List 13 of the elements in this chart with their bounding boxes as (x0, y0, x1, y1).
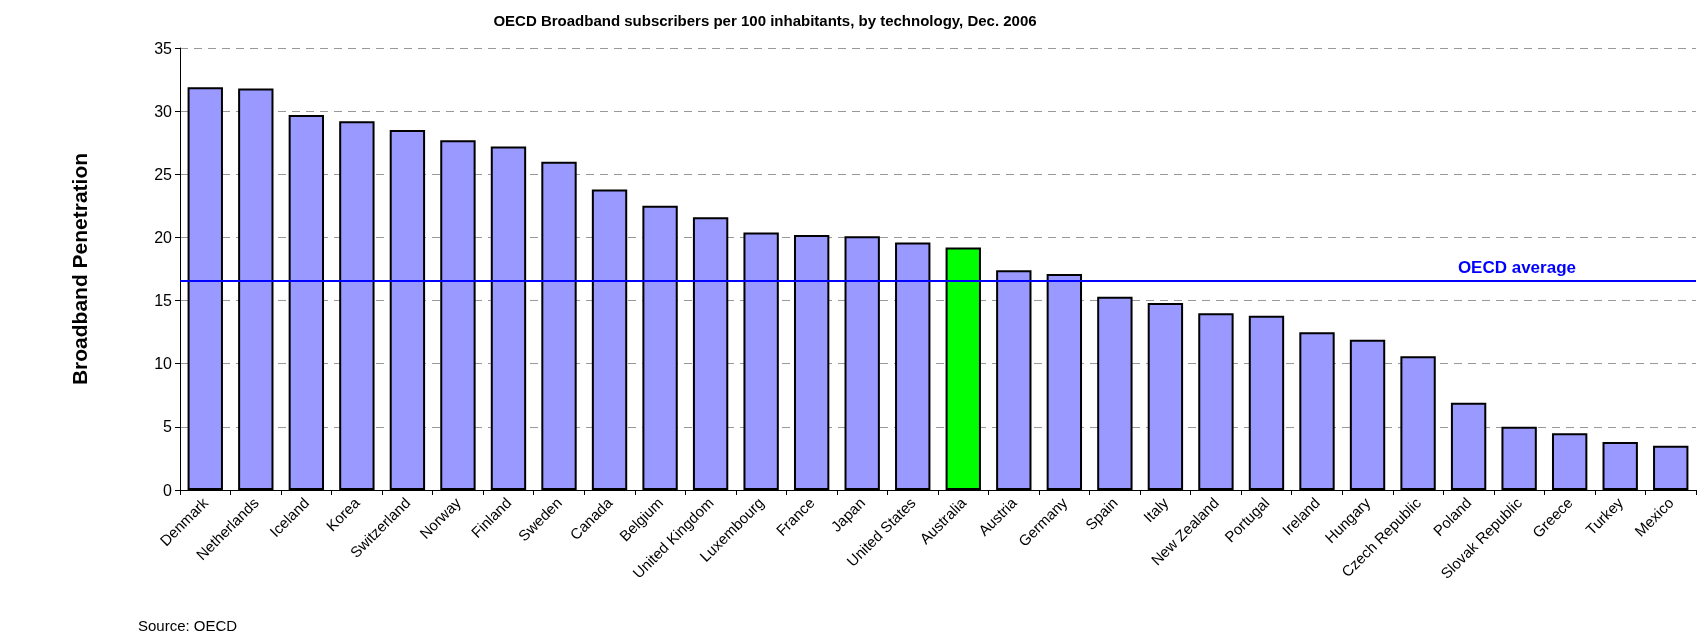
y-tick-label: 20 (154, 228, 173, 246)
y-tick-label: 10 (154, 355, 173, 373)
y-tick-label: 5 (163, 418, 173, 436)
y-tick-label: 0 (163, 481, 173, 499)
source-note: Source: OECD (138, 617, 238, 634)
x-tick-label: Italy (1139, 493, 1172, 526)
y-tick-label: 35 (154, 39, 173, 57)
y-axis-title: Broadband Penetration (68, 152, 91, 386)
y-tick-label: 25 (154, 165, 173, 183)
chart-title: OECD Broadband subscribers per 100 inhabitants, by technology, Dec. 2006 (493, 12, 1037, 29)
y-tick-label: 15 (154, 292, 173, 310)
y-tick-label: 30 (154, 102, 173, 120)
ref-line-label: OECD average (1457, 258, 1576, 278)
